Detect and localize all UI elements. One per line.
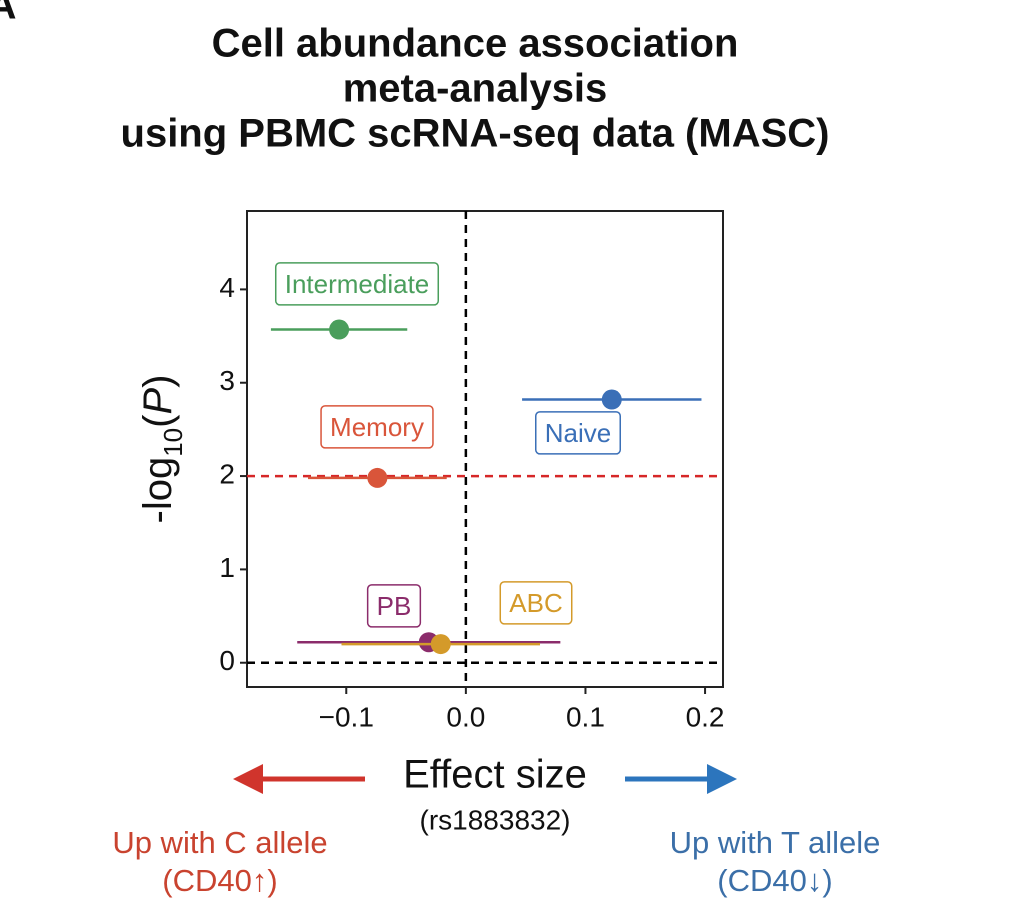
x-tick-label: 0.0 [446, 701, 485, 732]
series-label: PB [377, 591, 412, 621]
point [329, 319, 350, 340]
y-axis-label-part: ) [136, 375, 180, 388]
annotation: (CD40↓) [717, 863, 832, 898]
y-axis-label-part: -log [136, 457, 180, 524]
y-axis-label: -log10(P) [136, 375, 188, 524]
x-tick-label: 0.1 [566, 701, 605, 732]
panel-label: A [0, 0, 16, 28]
x-axis-label: Effect size [403, 753, 587, 797]
series-label: Memory [330, 412, 424, 442]
series-label: Intermediate [285, 269, 430, 299]
plot-frame [246, 210, 724, 688]
chart-title: Cell abundance association [212, 22, 739, 66]
annotation: Up with C allele [112, 825, 327, 860]
series-label: Naive [545, 418, 611, 448]
y-axis-label-part: ( [136, 414, 180, 428]
y-tick-label: 3 [219, 365, 235, 396]
annotation: Up with T allele [670, 825, 881, 860]
x-axis-sublabel: (rs1883832) [420, 804, 571, 835]
point [367, 467, 388, 488]
series-label: ABC [509, 588, 562, 618]
series-label-box [366, 584, 422, 628]
series-label-box [535, 411, 621, 455]
series-label-box [274, 262, 440, 306]
y-axis-label-part: P [136, 388, 180, 415]
x-tick-label: −0.1 [319, 701, 374, 732]
y-tick-label: 2 [219, 458, 235, 489]
y-tick-label: 1 [219, 552, 235, 583]
x-tick-label: 0.2 [686, 701, 725, 732]
chart-title: meta-analysis [343, 67, 608, 111]
series-label-box [499, 581, 573, 625]
y-tick-label: 4 [219, 272, 235, 303]
annotation: (CD40↑) [162, 863, 277, 898]
y-axis-label-part: 10 [158, 428, 188, 457]
point [430, 634, 451, 655]
series-label-box [320, 405, 434, 449]
point [601, 389, 622, 410]
y-tick-label: 0 [219, 645, 235, 676]
chart-title: using PBMC scRNA-seq data (MASC) [121, 112, 830, 156]
